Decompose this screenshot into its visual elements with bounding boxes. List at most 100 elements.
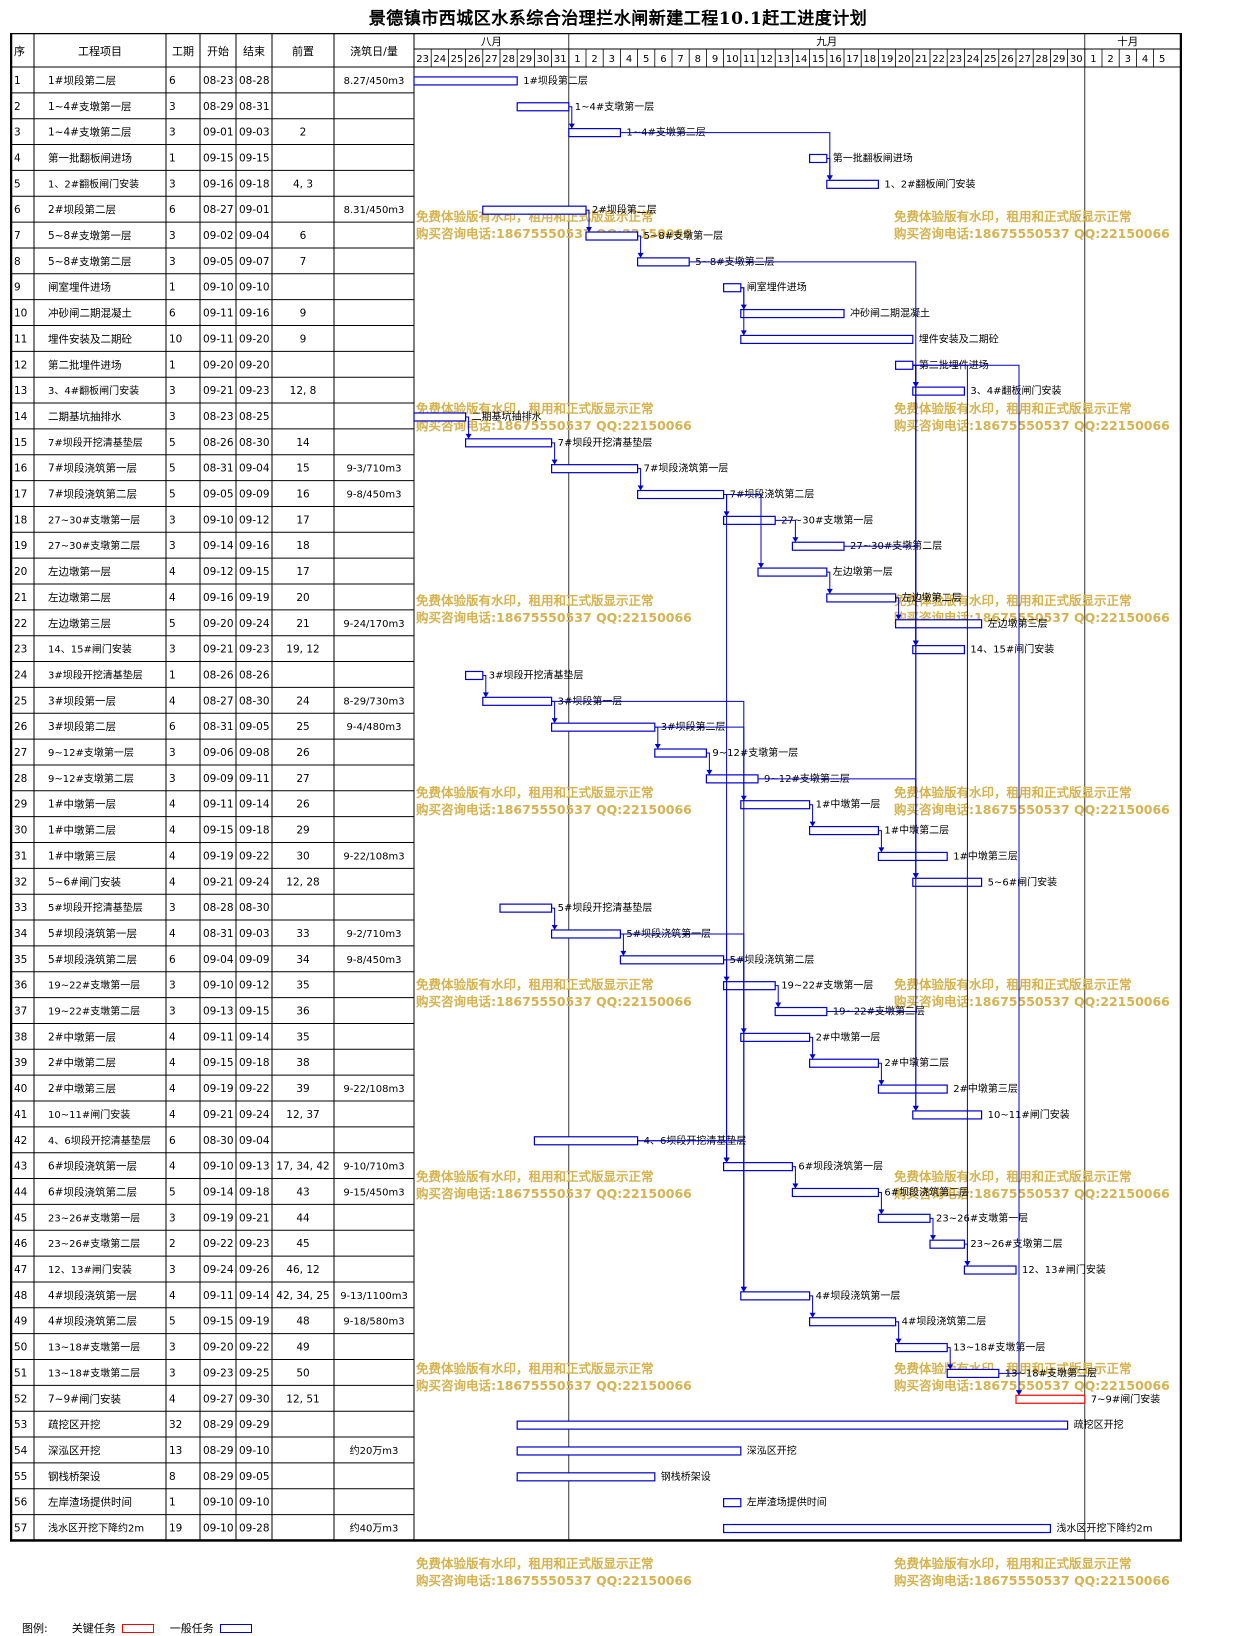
task-duration: 6: [169, 954, 176, 966]
task-pour: 约20万m3: [350, 1444, 399, 1457]
day-tick-label: 30: [537, 54, 550, 65]
task-start: 08-29: [203, 101, 234, 113]
dependency-arrow: [792, 1183, 799, 1189]
task-end: 09-10: [239, 282, 270, 294]
task-predecessors: 17, 34, 42: [276, 1161, 329, 1173]
task-start: 09-20: [203, 618, 234, 630]
bar-label: 冲砂闸二期混凝土: [850, 307, 930, 320]
task-end: 09-09: [239, 954, 270, 966]
task-end: 09-23: [239, 1238, 270, 1250]
task-end: 09-28: [239, 1523, 270, 1535]
task-start: 09-21: [203, 1109, 234, 1121]
task-seq: 41: [14, 1109, 27, 1121]
legend-label: 图例:: [22, 1622, 48, 1635]
watermark-text: 免费体验版有水印，租用和正式版显示正常: [894, 401, 1132, 416]
bar-label: 7~9#闸门安装: [1091, 1392, 1160, 1405]
task-duration: 1: [169, 669, 176, 681]
task-pour: 8.31/450m3: [344, 205, 405, 216]
task-start: 08-28: [203, 902, 234, 914]
header-start: 开始: [207, 44, 229, 58]
task-duration: 2: [169, 1238, 176, 1250]
bar-label: 1#中墩第三层: [953, 849, 1018, 862]
task-end: 09-03: [239, 928, 270, 940]
dependency-arrow: [964, 1261, 971, 1267]
header-end: 结束: [243, 45, 265, 58]
task-name: 1#中墩第三层: [48, 849, 116, 862]
bar-label: 4#坝段浇筑第二层: [902, 1315, 987, 1328]
bar-label: 3、4#翻板闸门安装: [970, 384, 1061, 397]
task-end: 09-10: [239, 1497, 270, 1509]
task-duration: 10: [169, 333, 182, 345]
watermark-text: 购买咨询电话:18675550537 QQ:22150066: [894, 802, 1170, 817]
day-tick-label: 27: [485, 54, 498, 65]
task-seq: 1: [14, 75, 21, 87]
dependency-arrow: [758, 563, 764, 569]
task-pour: 9-22/108m3: [343, 851, 404, 862]
task-bar: [722, 1162, 793, 1172]
task-name: 1#中墩第一层: [48, 798, 116, 811]
task-start: 09-10: [203, 514, 234, 526]
task-start: 09-16: [203, 178, 234, 190]
day-tick-label: 4: [1142, 54, 1148, 65]
task-predecessors: 30: [296, 850, 309, 862]
task-seq: 15: [14, 437, 27, 449]
dependency-link: [775, 519, 796, 542]
task-duration: 3: [169, 385, 176, 397]
task-bar: [912, 877, 983, 887]
task-name: 2#中墩第二层: [48, 1056, 116, 1069]
task-start: 09-10: [203, 1497, 234, 1509]
task-bar: [740, 800, 811, 810]
task-duration: 5: [169, 463, 176, 475]
bar-label: 13~18#支墩第一层: [953, 1341, 1045, 1354]
chart-frame: [10, 33, 1182, 1542]
task-duration: 4: [169, 592, 176, 604]
task-name: 3#坝段第一层: [48, 694, 116, 707]
task-duration: 4: [169, 1109, 176, 1121]
task-bar: [516, 1446, 742, 1456]
task-pour: 8.27/450m3: [344, 76, 405, 87]
task-bar: [912, 645, 965, 655]
task-seq: 31: [14, 850, 27, 862]
task-bar: [413, 412, 467, 422]
task-bar: [826, 179, 879, 189]
dependency-link: [706, 752, 710, 774]
task-seq: 14: [14, 411, 28, 423]
task-predecessors: 46, 12: [286, 1264, 319, 1276]
task-name: 冲砂闸二期混凝土: [48, 307, 132, 320]
task-start: 09-09: [203, 773, 234, 785]
bar-label: 27~30#支墩第一层: [781, 513, 873, 526]
task-duration: 1: [169, 359, 176, 371]
task-predecessors: 21: [296, 618, 309, 630]
bar-label: 浅水区开挖下降约2m: [1056, 1522, 1152, 1535]
task-end: 09-20: [239, 333, 270, 345]
task-seq: 40: [14, 1083, 27, 1095]
task-end: 09-14: [239, 1031, 270, 1043]
task-end: 09-04: [239, 463, 270, 475]
watermark-text: 免费体验版有水印，租用和正式版显示正常: [894, 1556, 1132, 1571]
page-title: 景德镇市西城区水系综合治理拦水闸新建工程10.1赶工进度计划: [368, 9, 868, 29]
bar-label: 疏挖区开挖: [1074, 1418, 1124, 1431]
task-start: 08-27: [203, 695, 234, 707]
task-bar: [619, 955, 725, 965]
day-tick-label: 20: [898, 54, 911, 65]
task-bar: [550, 464, 639, 474]
task-end: 09-24: [239, 1109, 270, 1121]
task-duration: 13: [169, 1445, 182, 1457]
task-end: 09-21: [239, 1212, 270, 1224]
task-duration: 19: [169, 1523, 182, 1535]
task-start: 09-22: [203, 1238, 234, 1250]
task-name: 钢栈桥架设: [48, 1470, 101, 1483]
task-seq: 50: [14, 1342, 27, 1354]
task-predecessors: 42, 34, 25: [276, 1290, 329, 1302]
watermark-text: 购买咨询电话:18675550537 QQ:22150066: [894, 418, 1170, 433]
task-end: 09-04: [239, 1135, 270, 1147]
task-name: 第二批埋件进场: [48, 358, 122, 371]
task-name: 5~8#支墩第一层: [48, 229, 131, 242]
task-start: 09-21: [203, 385, 234, 397]
task-predecessors: 9: [300, 333, 307, 345]
task-duration: 5: [169, 437, 176, 449]
bar-label: 闸室埋件进场: [747, 281, 807, 294]
task-name: 3#坝段开挖清基垫层: [48, 668, 143, 681]
task-seq: 2: [14, 101, 21, 113]
task-duration: 3: [169, 902, 176, 914]
